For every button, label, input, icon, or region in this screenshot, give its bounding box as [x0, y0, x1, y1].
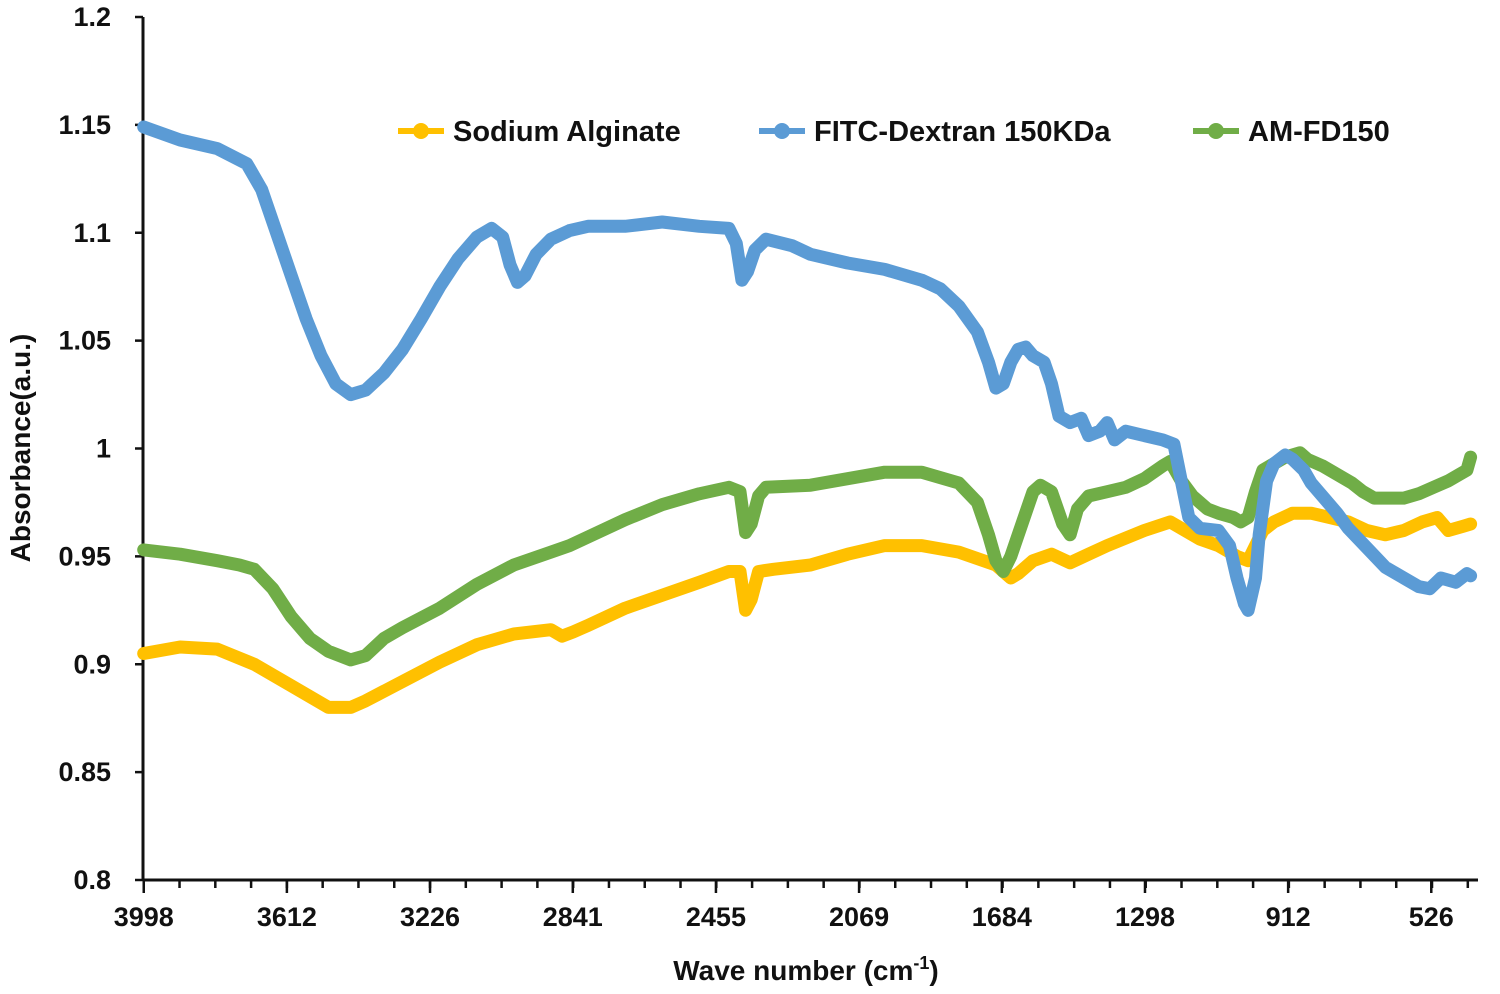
x-tick-label: 912	[1266, 902, 1311, 932]
x-axis-title-main: Wave number (cm	[673, 955, 913, 986]
y-tick-label: 1.15	[58, 110, 111, 140]
y-tick-label: 1.05	[58, 326, 111, 356]
x-tick-label: 1298	[1115, 902, 1175, 932]
series-layer	[137, 120, 1478, 714]
series-line-fitc-dextran-150kda	[137, 120, 1478, 617]
legend-swatch-marker	[774, 123, 790, 139]
x-tick-label: 3226	[400, 902, 460, 932]
legend-item: AM-FD150	[1193, 116, 1390, 148]
y-tick-label: 1.2	[73, 2, 111, 32]
x-tick-label: 1684	[972, 902, 1032, 932]
y-tick-label: 0.8	[73, 865, 111, 895]
legend-item: FITC-Dextran 150KDa	[759, 116, 1111, 148]
x-tick-label: 2455	[686, 902, 746, 932]
series-line-sodium-alginate	[137, 506, 1478, 714]
x-tick-label: 526	[1409, 902, 1454, 932]
x-tick-label: 2841	[543, 902, 603, 932]
y-axis-title: Absorbance(a.u.)	[5, 334, 36, 563]
x-tick-label: 3998	[114, 902, 174, 932]
legend: Sodium Alginate FITC-Dextran 150KDa AM-FD1…	[398, 116, 1390, 148]
y-tick-label: 0.85	[58, 757, 111, 787]
y-tick-label: 1.1	[73, 218, 111, 248]
legend-label: AM-FD150	[1248, 116, 1390, 148]
y-tick-label: 0.9	[73, 649, 111, 679]
legend-item: Sodium Alginate	[398, 116, 681, 148]
y-tick-label: 1	[96, 434, 111, 464]
legend-swatch-marker	[413, 123, 429, 139]
x-axis-title-end: )	[929, 955, 938, 986]
x-axis-title: Wave number (cm-1)	[673, 953, 938, 986]
legend-swatch-marker	[1208, 123, 1224, 139]
x-tick-label: 2069	[829, 902, 889, 932]
x-axis-title-sup: -1	[913, 953, 929, 973]
x-tick-label: 3612	[257, 902, 317, 932]
legend-label: FITC-Dextran 150KDa	[814, 116, 1111, 148]
series-line-am-fd150	[137, 446, 1478, 667]
y-tick-label: 0.95	[58, 541, 111, 571]
legend-label: Sodium Alginate	[453, 116, 681, 148]
axes-layer: 0.8 0.85 0.9 0.95 1 1.05 1.1 1.15 1.2 3998 3612 322…	[58, 2, 1478, 932]
